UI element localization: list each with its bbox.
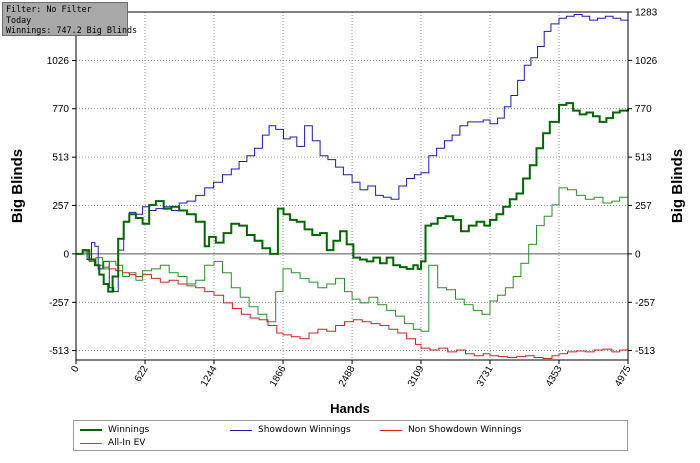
y-tick-label-left-4: 513 (52, 153, 69, 164)
legend-item-non-showdown: Non Showdown Winnings (380, 425, 521, 435)
y-tick-label-right-0: -513 (635, 346, 655, 357)
winnings-total-text: Winnings: 747.2 Big Blinds (6, 25, 138, 35)
legend-swatch-showdown (230, 429, 252, 431)
y-tick-label-right-5: 770 (635, 104, 652, 115)
y-tick-label-left-6: 1026 (47, 56, 70, 67)
y-tick-label-right-1: -257 (635, 298, 655, 309)
y-tick-label-left-5: 770 (52, 104, 69, 115)
x-tick-label-5: 3109 (406, 364, 427, 389)
y-tick-label-right-2: 0 (635, 249, 641, 260)
x-axis-label: Hands (330, 401, 370, 416)
legend-item-winnings: Winnings (80, 425, 149, 435)
filter-text: Filter: No Filter (6, 4, 92, 14)
legend: Winnings Showdown Winnings Non Showdown … (73, 420, 628, 451)
series-lines (76, 14, 629, 359)
series-line-non-showdown-winnings (76, 251, 628, 359)
y-tick-label-right-6: 1026 (635, 56, 658, 67)
series-line-showdown-winnings (76, 14, 629, 293)
legend-label-winnings: Winnings (108, 425, 150, 435)
y-axis-label-left: Big Blinds (9, 149, 26, 223)
y-tick-label-right-3: 257 (635, 201, 652, 212)
x-tick-label-1: 622 (133, 364, 151, 384)
y-tick-label-left-3: 257 (52, 201, 69, 212)
filter-info-box: Filter: No Filter Today Winnings: 747.2 … (2, 2, 138, 36)
series-line-all-in-ev (76, 187, 629, 332)
legend-label-showdown: Showdown Winnings (258, 425, 351, 435)
legend-item-allin-ev: All-In EV (80, 438, 145, 448)
y-tick-label-right-4: 513 (635, 153, 652, 164)
x-ticks: 0 622 1244 1866 2488 3109 3731 4353 4975 (69, 360, 634, 389)
y-ticks-right: -513 -257 0 257 513 770 1026 1283 (628, 8, 658, 357)
x-tick-label-7: 4353 (544, 364, 565, 389)
x-tick-label-8: 4975 (613, 364, 634, 389)
legend-swatch-allin-ev (80, 442, 102, 444)
series-line-winnings (76, 102, 629, 293)
x-tick-label-6: 3731 (475, 364, 496, 389)
x-tick-label-2: 1244 (199, 364, 220, 389)
legend-item-showdown: Showdown Winnings (230, 425, 351, 435)
x-tick-label-4: 2488 (337, 364, 358, 389)
x-tick-label-3: 1866 (268, 364, 289, 389)
y-tick-label-left-0: -513 (49, 346, 69, 357)
legend-swatch-non-showdown (380, 429, 402, 431)
y-tick-label-left-2: 0 (63, 249, 69, 260)
grid (76, 11, 628, 360)
y-tick-label-left-1: -257 (49, 298, 69, 309)
x-tick-label-0: 0 (69, 364, 82, 375)
legend-label-allin-ev: All-In EV (108, 438, 146, 448)
legend-swatch-winnings (80, 429, 102, 431)
period-text: Today (6, 14, 32, 25)
y-axis-label-right: Big Blinds (669, 149, 686, 223)
legend-label-non-showdown: Non Showdown Winnings (408, 425, 522, 435)
y-tick-label-right-7: 1283 (635, 8, 658, 19)
